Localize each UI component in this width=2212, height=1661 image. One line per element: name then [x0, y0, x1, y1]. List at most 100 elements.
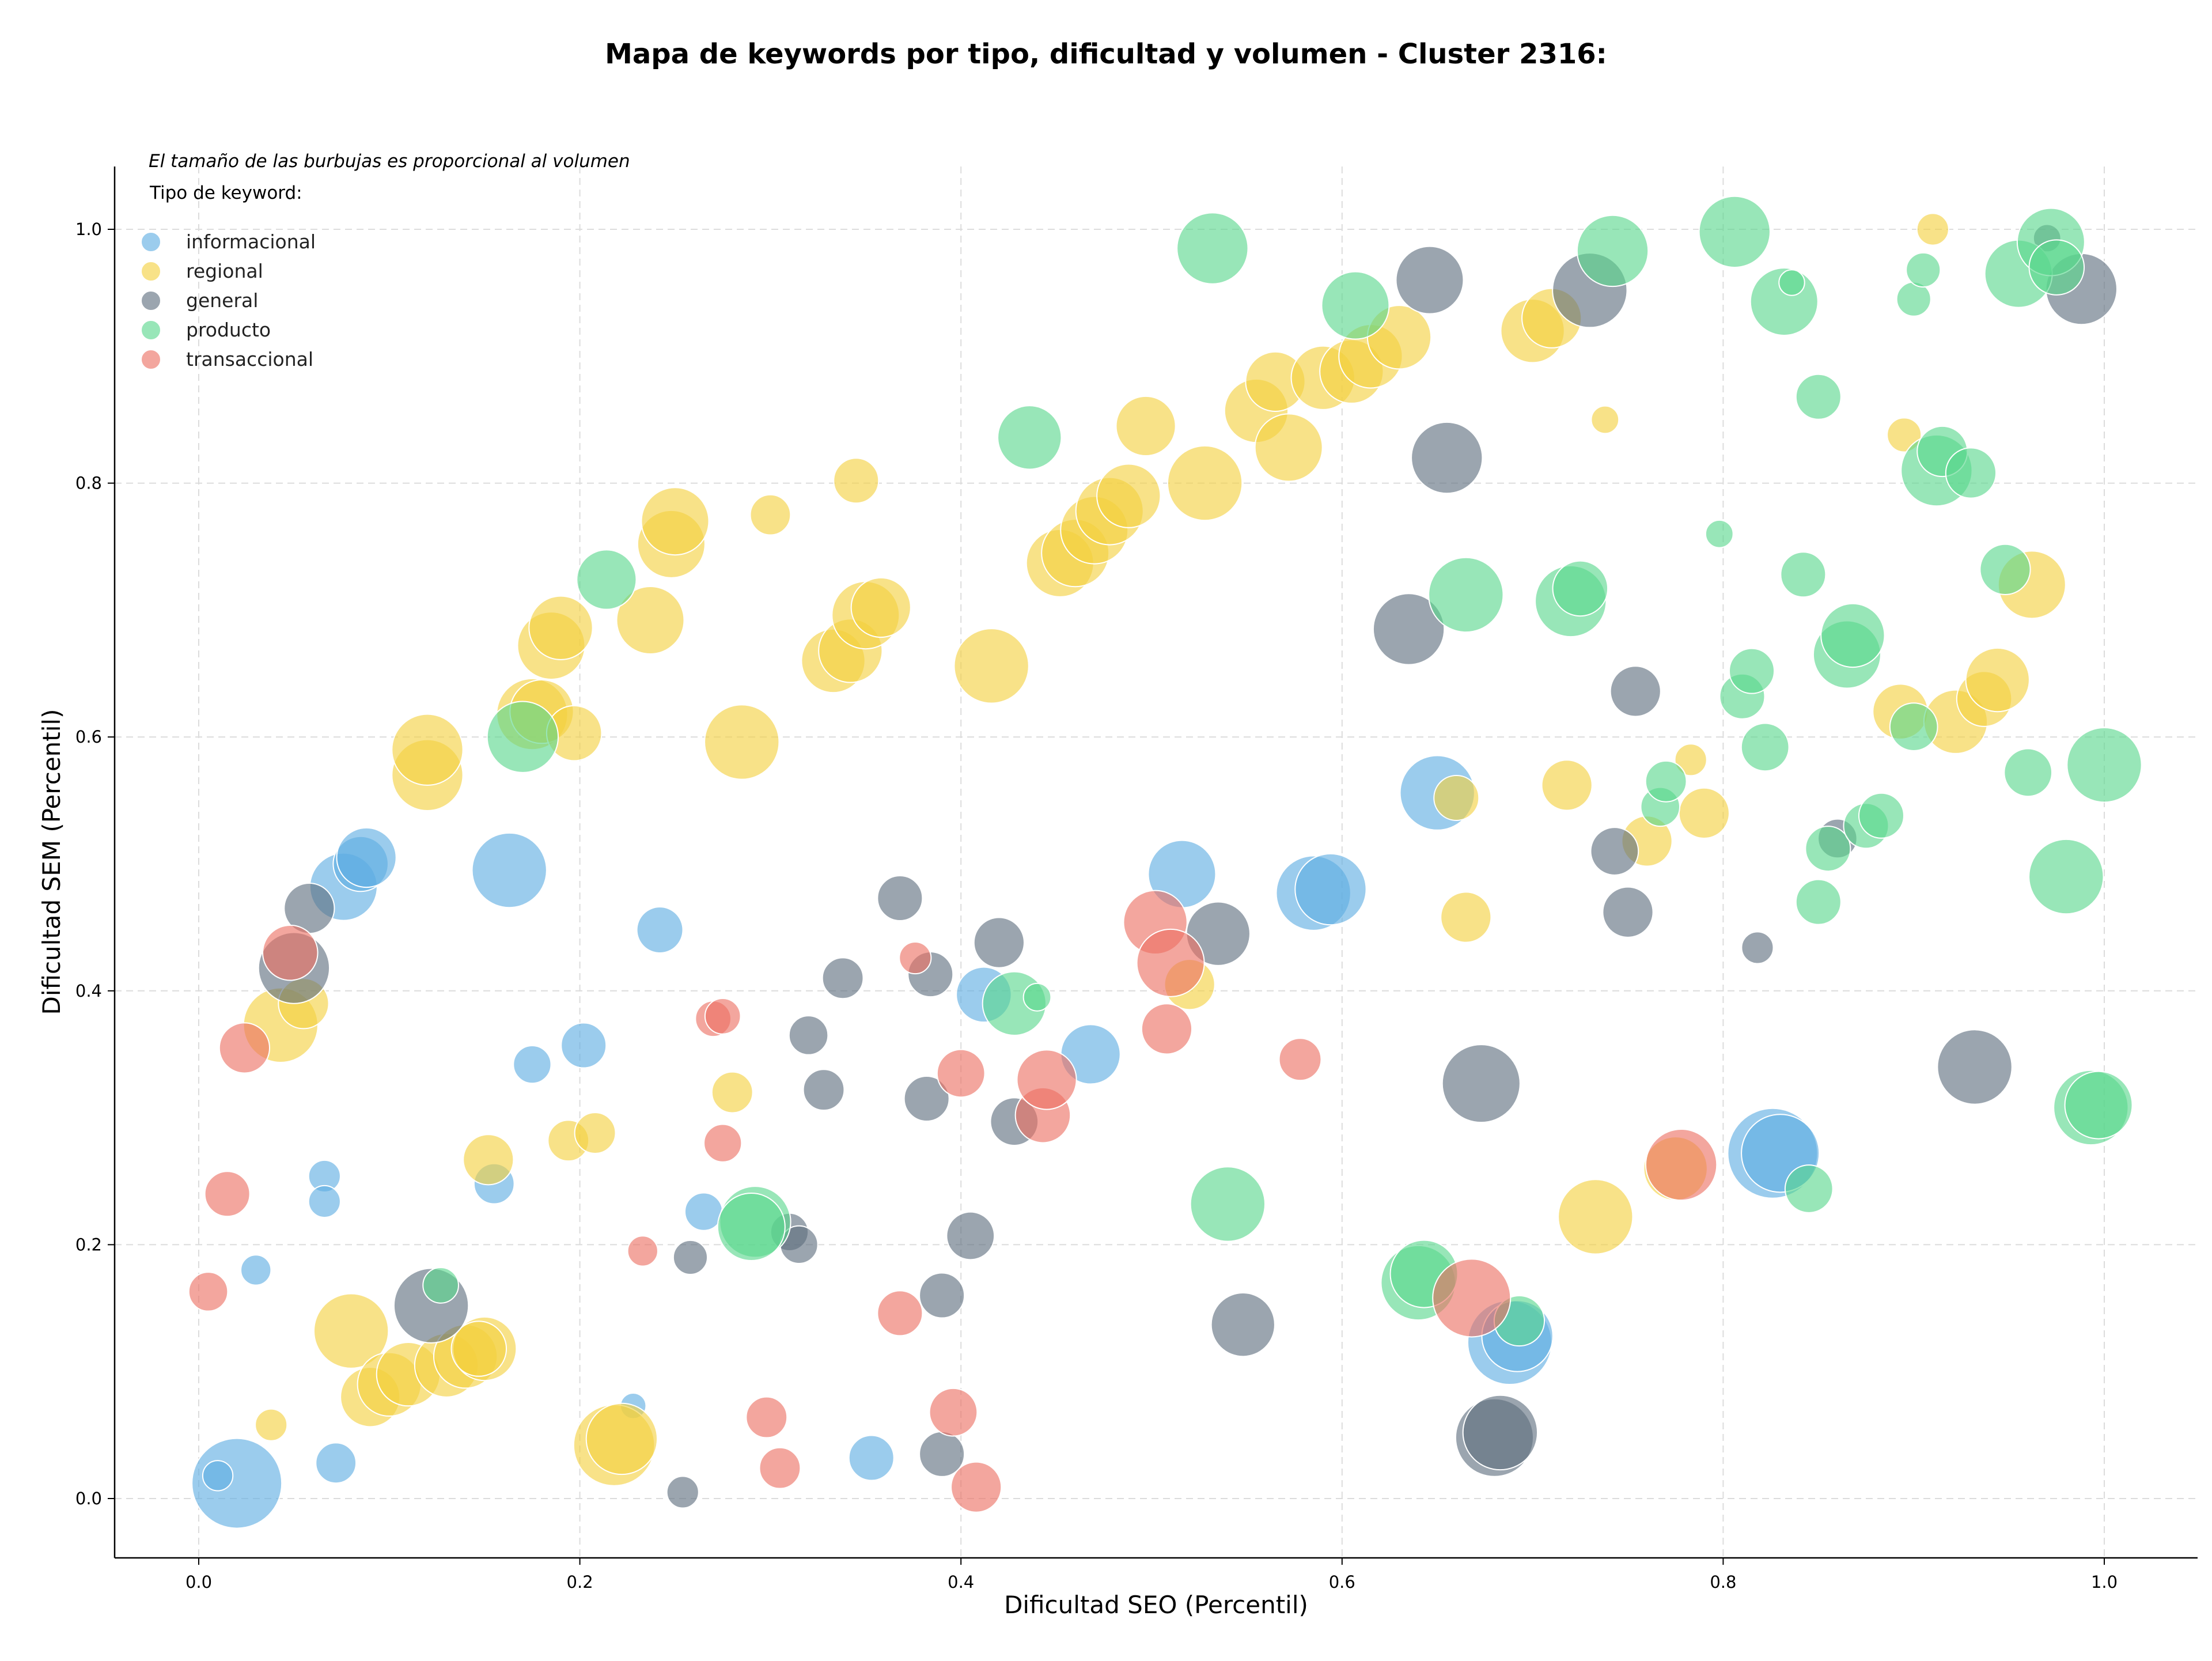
bubble-point: [745, 1396, 788, 1439]
x-tick-label: 1.0: [2091, 1572, 2118, 1592]
legend-label: transaccional: [186, 348, 313, 370]
bubble-point: [1937, 1029, 2013, 1105]
bubble-point: [684, 1192, 724, 1231]
bubble-point: [2066, 727, 2142, 803]
bubble-point: [574, 1112, 616, 1154]
bubble-point: [1440, 891, 1492, 943]
bubble-point: [1411, 421, 1483, 494]
bubble-point: [1176, 212, 1249, 285]
bubble-point: [1462, 1394, 1539, 1471]
x-tick-label: 0.6: [1329, 1572, 1355, 1592]
bubble-point: [391, 713, 464, 786]
bubble-point: [1906, 252, 1941, 288]
bubble-point: [240, 1254, 272, 1286]
bubble-point: [717, 1193, 786, 1262]
bubble-point: [788, 1015, 829, 1055]
bubble-point: [704, 704, 780, 780]
x-tick-label: 0.2: [567, 1572, 593, 1592]
y-axis-label: Dificultad SEM (Percentil): [37, 709, 66, 1015]
bubble-point: [997, 405, 1062, 470]
bubble-point: [1645, 1128, 1718, 1201]
series-informacional: [191, 755, 1820, 1529]
bubble-point: [1945, 447, 1997, 499]
bubble-point: [1576, 214, 1649, 287]
y-tick-label: 0.8: [75, 474, 102, 493]
bubble-point: [513, 1045, 552, 1084]
bubble-point: [666, 1475, 699, 1509]
bubble-point: [1645, 760, 1687, 803]
bubble-point: [2003, 748, 2053, 797]
bubble-point: [1698, 195, 1771, 268]
legend-marker: [141, 320, 161, 340]
bubble-point: [308, 1185, 341, 1219]
bubble-point: [821, 957, 864, 1000]
bubble-point: [262, 924, 319, 981]
bubble-point: [1278, 1038, 1322, 1081]
bubble-point: [1805, 826, 1851, 872]
bubble-point: [1115, 395, 1176, 457]
bubble-point: [936, 1049, 986, 1098]
bubble-point: [1190, 1166, 1266, 1242]
x-ticks: 0.0 0.2 0.4 0.6 0.8 1.0: [185, 1558, 2118, 1592]
bubble-point: [1858, 792, 1904, 839]
bubble-point: [973, 917, 1025, 968]
bubble-point: [1590, 827, 1639, 876]
bubble-point: [919, 1272, 965, 1319]
bubble-point: [1433, 774, 1480, 821]
legend-note: El tamaño de las burbujas es proporciona…: [149, 151, 630, 172]
series-transaccional: [188, 890, 1718, 1513]
bubble-point: [560, 1022, 607, 1069]
legend-title: Tipo de keyword:: [149, 183, 302, 203]
bubble-point: [1441, 1044, 1521, 1123]
bubble-point: [1741, 931, 1774, 964]
legend-marker: [141, 232, 161, 252]
bubble-point: [1729, 648, 1775, 694]
bubble-point: [313, 1293, 389, 1369]
bubble-point: [759, 1447, 801, 1489]
bubble-point: [711, 1071, 753, 1114]
bubble-point: [1820, 603, 1885, 668]
y-tick-label: 0.6: [75, 727, 102, 747]
bubble-point: [585, 1402, 658, 1475]
legend-marker: [141, 290, 161, 311]
bubble-point: [1678, 787, 1730, 839]
bubble-point: [1965, 647, 2030, 713]
bubble-point: [946, 1211, 995, 1261]
bubble-point: [848, 1435, 895, 1481]
bubble-point: [929, 1387, 978, 1437]
bubble-point: [315, 1442, 357, 1484]
bubble-point: [1795, 879, 1842, 925]
bubble-point: [336, 827, 397, 888]
bubble-point: [950, 1461, 1002, 1513]
legend-marker: [141, 261, 161, 282]
bubble-point: [749, 494, 791, 536]
bubble-point: [953, 628, 1029, 704]
bubble-point: [1602, 886, 1654, 938]
bubble-point: [1740, 722, 1790, 772]
bubble-point: [616, 586, 685, 655]
bubble-point: [204, 1171, 251, 1217]
bubble-point: [1432, 1258, 1512, 1338]
legend-label: producto: [186, 319, 271, 341]
bubble-point: [1558, 1179, 1634, 1255]
x-tick-label: 0.4: [948, 1572, 974, 1592]
bubble-point: [471, 832, 547, 909]
bubble-point: [1254, 413, 1323, 482]
x-tick-label: 0.0: [185, 1572, 212, 1592]
bubble-point: [422, 1267, 459, 1304]
bubble-point: [627, 1235, 658, 1267]
bubble-point: [1674, 743, 1707, 777]
y-tick-label: 0.2: [75, 1235, 102, 1254]
series-producto: [422, 195, 2142, 1347]
bubble-point: [1016, 1049, 1077, 1110]
bubble-point: [1096, 463, 1161, 528]
bubble-point: [1778, 269, 1805, 296]
bubble-point: [1541, 759, 1593, 811]
legend-label: informacional: [186, 230, 316, 253]
y-tick-label: 0.4: [75, 981, 102, 1001]
bubble-point: [1321, 271, 1390, 340]
bubble-point: [1136, 928, 1205, 997]
bubble-point: [188, 1272, 229, 1312]
bubble-point: [218, 1022, 270, 1074]
y-tick-label: 0.0: [75, 1489, 102, 1508]
